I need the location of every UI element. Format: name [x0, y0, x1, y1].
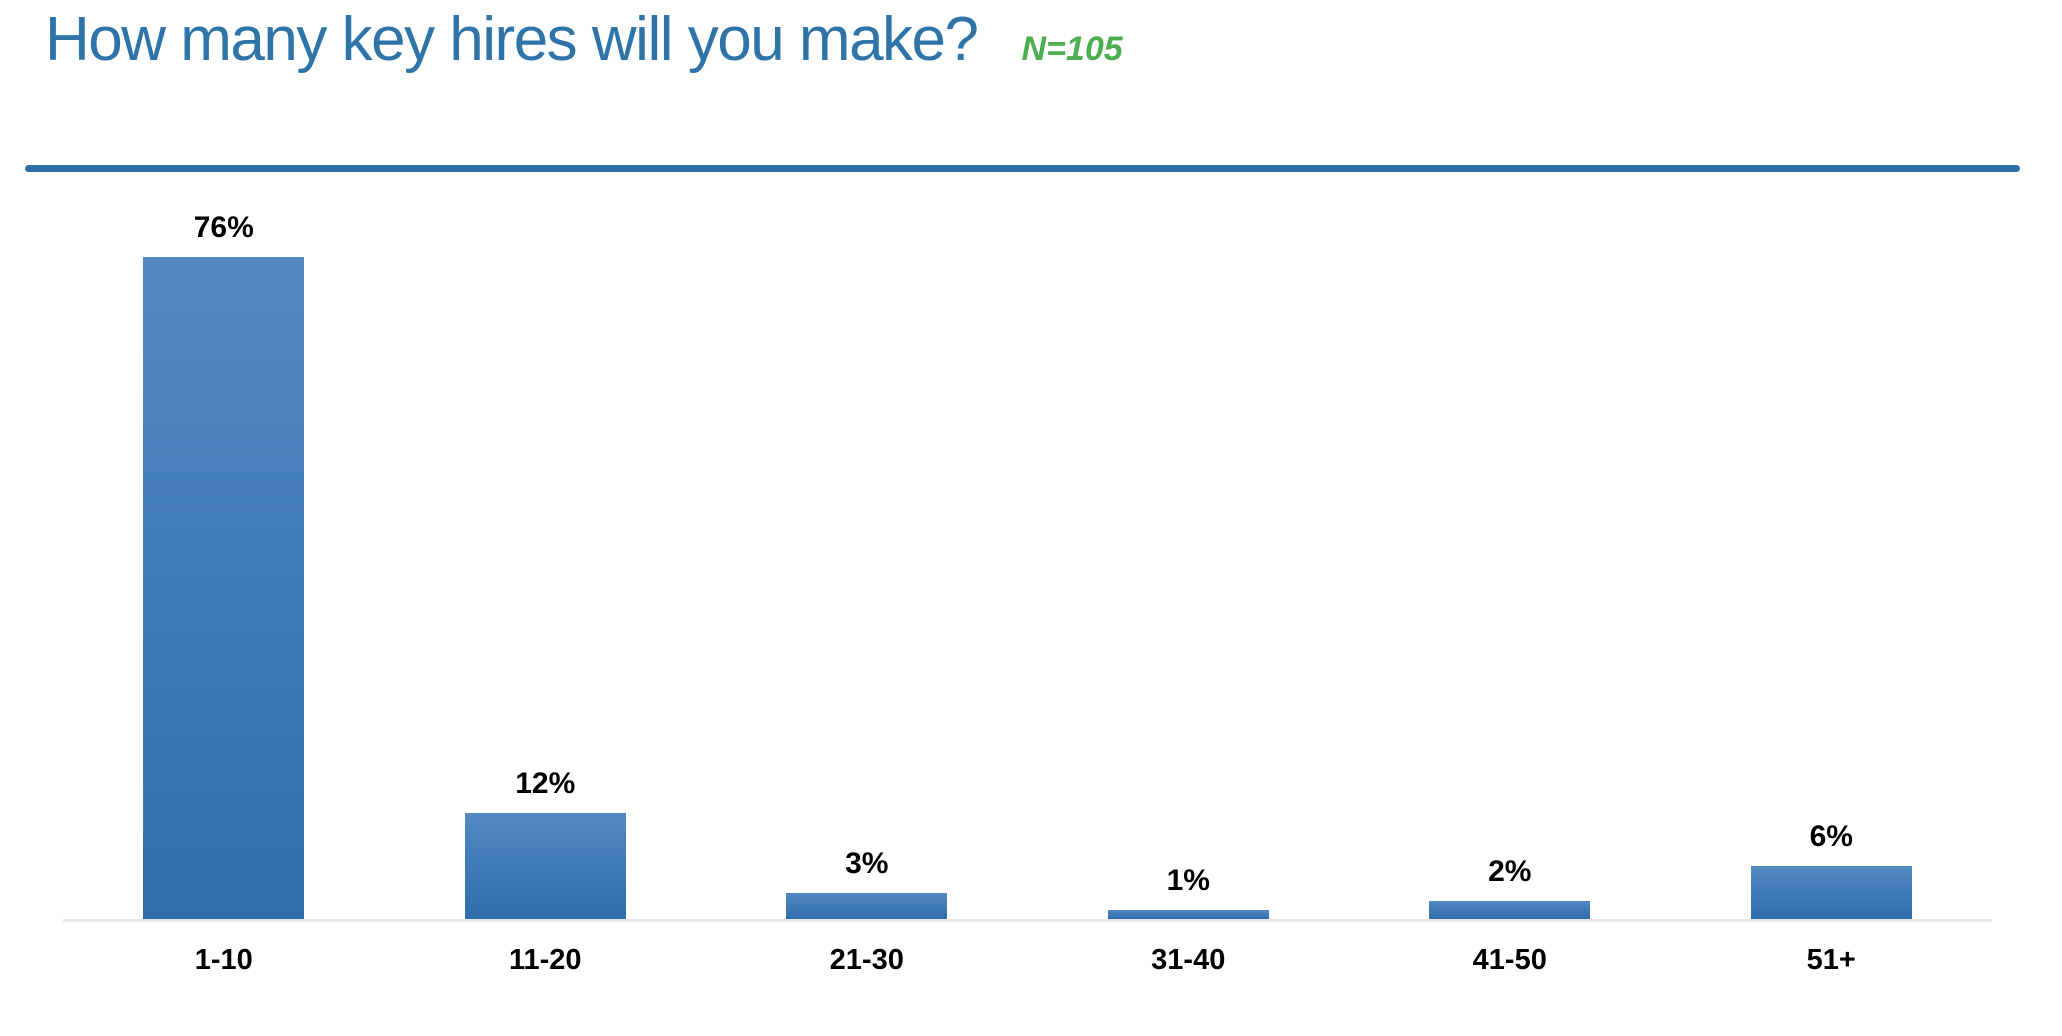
x-axis-category-label: 11-20 — [508, 944, 582, 976]
divider-line — [25, 165, 2020, 172]
chart-column: 3% 21-30 — [706, 213, 1028, 975]
bar-value-label: 1% — [1166, 864, 1210, 897]
x-axis-category-label: 31-40 — [1151, 944, 1226, 976]
bar-value-label: 6% — [1809, 820, 1853, 853]
bar — [1750, 866, 1912, 919]
x-axis-category-label: 51+ — [1806, 944, 1856, 976]
chart-column: 76% 1-10 — [63, 211, 385, 975]
x-axis-category-label: 21-30 — [829, 944, 904, 976]
bar-value-label: 12% — [515, 767, 576, 800]
x-axis-category-label: 41-50 — [1472, 944, 1547, 976]
bar-value-label: 2% — [1488, 855, 1532, 888]
bar-value-label: 76% — [193, 211, 254, 244]
bar — [786, 893, 948, 919]
page-title: How many key hires will you make? — [45, 5, 979, 74]
sample-size-note: N=105 — [1021, 30, 1123, 68]
bar — [1107, 910, 1269, 919]
chart-column: 1% 31-40 — [1028, 213, 1350, 975]
x-axis-category-label: 1-10 — [194, 944, 253, 976]
bar-chart: 76% 1-10 12% 11-20 3% 21-30 1% 31-40 2% … — [63, 211, 1993, 975]
bar — [1429, 901, 1591, 919]
chart-column: 6% 51+ — [1671, 213, 1993, 975]
chart-column: 12% 11-20 — [385, 213, 707, 975]
chart-column: 2% 41-50 — [1349, 213, 1671, 975]
bar — [464, 813, 626, 919]
bar — [143, 257, 305, 919]
bar-value-label: 3% — [845, 847, 889, 880]
header: How many key hires will you make? N=105 — [45, 4, 1123, 75]
x-axis-baseline — [63, 919, 1992, 922]
